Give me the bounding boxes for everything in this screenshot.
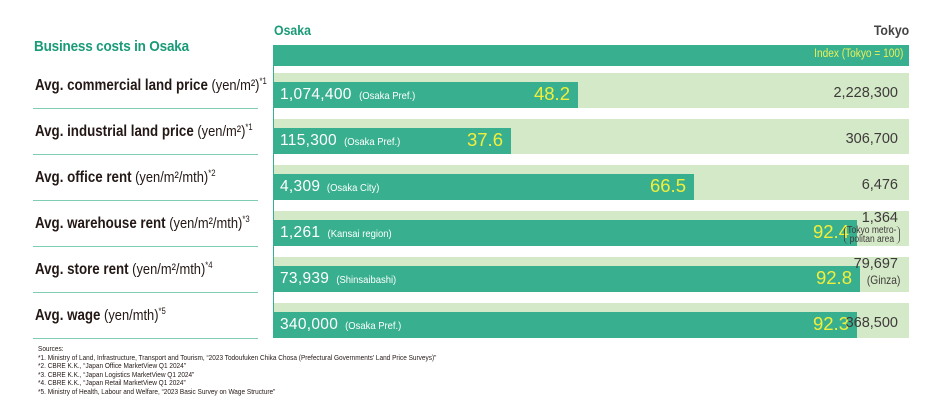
tokyo-area: Tokyo metro-politan area [844, 225, 900, 245]
osaka-area: (Osaka Pref.) [358, 90, 415, 102]
sources-block: Sources: *1. Ministry of Land, Infrastru… [38, 344, 437, 397]
tokyo-value-label: 2,228,300 [833, 85, 898, 101]
tokyo-bar: 115,300 (Osaka Pref.) 37.6 306,700 [274, 119, 909, 154]
row-footnote-marker: *4 [205, 260, 213, 270]
osaka-area: (Osaka Pref.) [344, 136, 401, 148]
osaka-bar [274, 266, 860, 292]
osaka-bar [274, 128, 511, 154]
source-item: *3. CBRE K.K., “Japan Logistics MarketVi… [38, 369, 195, 379]
row-label-name: Avg. office rent [35, 169, 132, 186]
index-value-label: 92.4 [812, 221, 849, 242]
tokyo-value-label: 79,697 [853, 256, 898, 272]
row-label-unit: (yen/m²) [207, 77, 260, 94]
row-label-unit: (yen/m²/mth) [131, 169, 209, 186]
osaka-value: 115,300 [280, 132, 337, 149]
row-label-name: Avg. industrial land price [35, 123, 194, 140]
tokyo-area-line: Tokyo metro- [847, 225, 897, 236]
osaka-value-label: 73,939 (Shinsaibashi) [280, 270, 400, 288]
row-label-unit: (yen/m²/mth) [128, 261, 206, 278]
source-item: *4. CBRE K.K., “Japan Retail MarketView … [38, 378, 186, 388]
row-footnote-marker: *3 [242, 214, 250, 224]
index-value-label: 92.3 [812, 313, 849, 334]
osaka-area: (Kansai region) [327, 228, 392, 240]
osaka-bar [274, 174, 694, 200]
osaka-bar [274, 220, 857, 246]
osaka-bar [274, 82, 578, 108]
index-header-bar: Index (Tokyo = 100) [274, 45, 909, 66]
row-label: Avg. store rent (yen/m²/mth)*4 [35, 260, 229, 279]
index-value-label: 37.6 [466, 129, 503, 150]
osaka-value: 1,074,400 [280, 86, 352, 103]
index-value-label: 48.2 [533, 83, 570, 104]
axis-baseline [273, 45, 274, 338]
row-separator [33, 154, 258, 155]
tokyo-bar: 1,074,400 (Osaka Pref.) 48.2 2,228,300 [274, 73, 909, 108]
row-footnote-marker: *5 [158, 306, 166, 316]
row-separator [33, 292, 258, 293]
index-scale-label: Index (Tokyo = 100) [813, 48, 903, 60]
row-label-name: Avg. commercial land price [35, 77, 208, 94]
index-value-label: 92.8 [815, 267, 852, 288]
index-value-label: 66.5 [649, 175, 686, 196]
tokyo-bar: 340,000 (Osaka Pref.) 92.3 368,500 [274, 303, 909, 338]
row-footnote-marker: *1 [245, 122, 253, 132]
tokyo-bar: 1,261 (Kansai region) 92.4 1,364 Tokyo metro… [274, 210, 909, 246]
row-separator [33, 338, 258, 339]
tokyo-area-line: politan area [849, 234, 895, 245]
row-label-unit: (yen/m²) [193, 123, 246, 140]
osaka-value-label: 340,000 (Osaka Pref.) [280, 316, 405, 334]
row-label-name: Avg. wage [35, 307, 101, 324]
row-label: Avg. wage (yen/mth)*5 [35, 306, 229, 325]
osaka-value: 4,309 [280, 178, 321, 195]
osaka-bar [274, 312, 857, 338]
source-item: *2. CBRE K.K., “Japan Office MarketView … [38, 361, 186, 371]
row-separator [33, 246, 258, 247]
row-label-name: Avg. store rent [35, 261, 129, 278]
osaka-area: (Osaka City) [327, 182, 380, 194]
tokyo-value-label: 306,700 [845, 131, 898, 147]
row-label-name: Avg. warehouse rent [35, 215, 166, 232]
row-label-unit: (yen/mth) [100, 307, 159, 324]
row-label: Avg. commercial land price (yen/m²)*1 [35, 76, 267, 95]
osaka-value-label: 1,261 (Kansai region) [280, 224, 396, 242]
osaka-area: (Osaka Pref.) [345, 320, 402, 332]
tokyo-area: (Ginza) [866, 273, 900, 287]
chart-title: Business costs in Osaka [34, 38, 189, 55]
tokyo-value-label: 6,476 [861, 177, 898, 193]
row-label-unit: (yen/m²/mth) [165, 215, 243, 232]
tokyo-bar: 4,309 (Osaka City) 66.5 6,476 [274, 165, 909, 200]
osaka-column-heading: Osaka [274, 22, 312, 38]
row-footnote-marker: *2 [208, 168, 216, 178]
osaka-value-label: 115,300 (Osaka Pref.) [280, 132, 403, 150]
sources-heading: Sources: [38, 344, 64, 353]
source-item: *5. Ministry of Health, Labour and Welfa… [38, 386, 276, 396]
osaka-value-label: 1,074,400 (Osaka Pref.) [280, 86, 418, 104]
tokyo-bar: 73,939 (Shinsaibashi) 92.8 79,697 (Ginza) [274, 256, 909, 292]
tokyo-value-label: 368,500 [845, 315, 898, 331]
row-label: Avg. warehouse rent (yen/m²/mth)*3 [35, 214, 250, 233]
row-footnote-marker: *1 [259, 76, 267, 86]
osaka-value-label: 4,309 (Osaka City) [280, 178, 383, 196]
row-label: Avg. industrial land price (yen/m²)*1 [35, 122, 253, 141]
osaka-value: 1,261 [280, 224, 321, 241]
osaka-value: 73,939 [280, 270, 330, 287]
osaka-value: 340,000 [280, 316, 339, 333]
tokyo-value-label: 1,364 [861, 210, 898, 226]
row-label: Avg. office rent (yen/m²/mth)*2 [35, 168, 229, 187]
row-separator [33, 108, 258, 109]
osaka-area: (Shinsaibashi) [336, 274, 397, 286]
row-separator [33, 200, 258, 201]
source-item: *1. Ministry of Land, Infrastructure, Tr… [38, 352, 437, 362]
tokyo-column-heading: Tokyo [873, 22, 909, 38]
